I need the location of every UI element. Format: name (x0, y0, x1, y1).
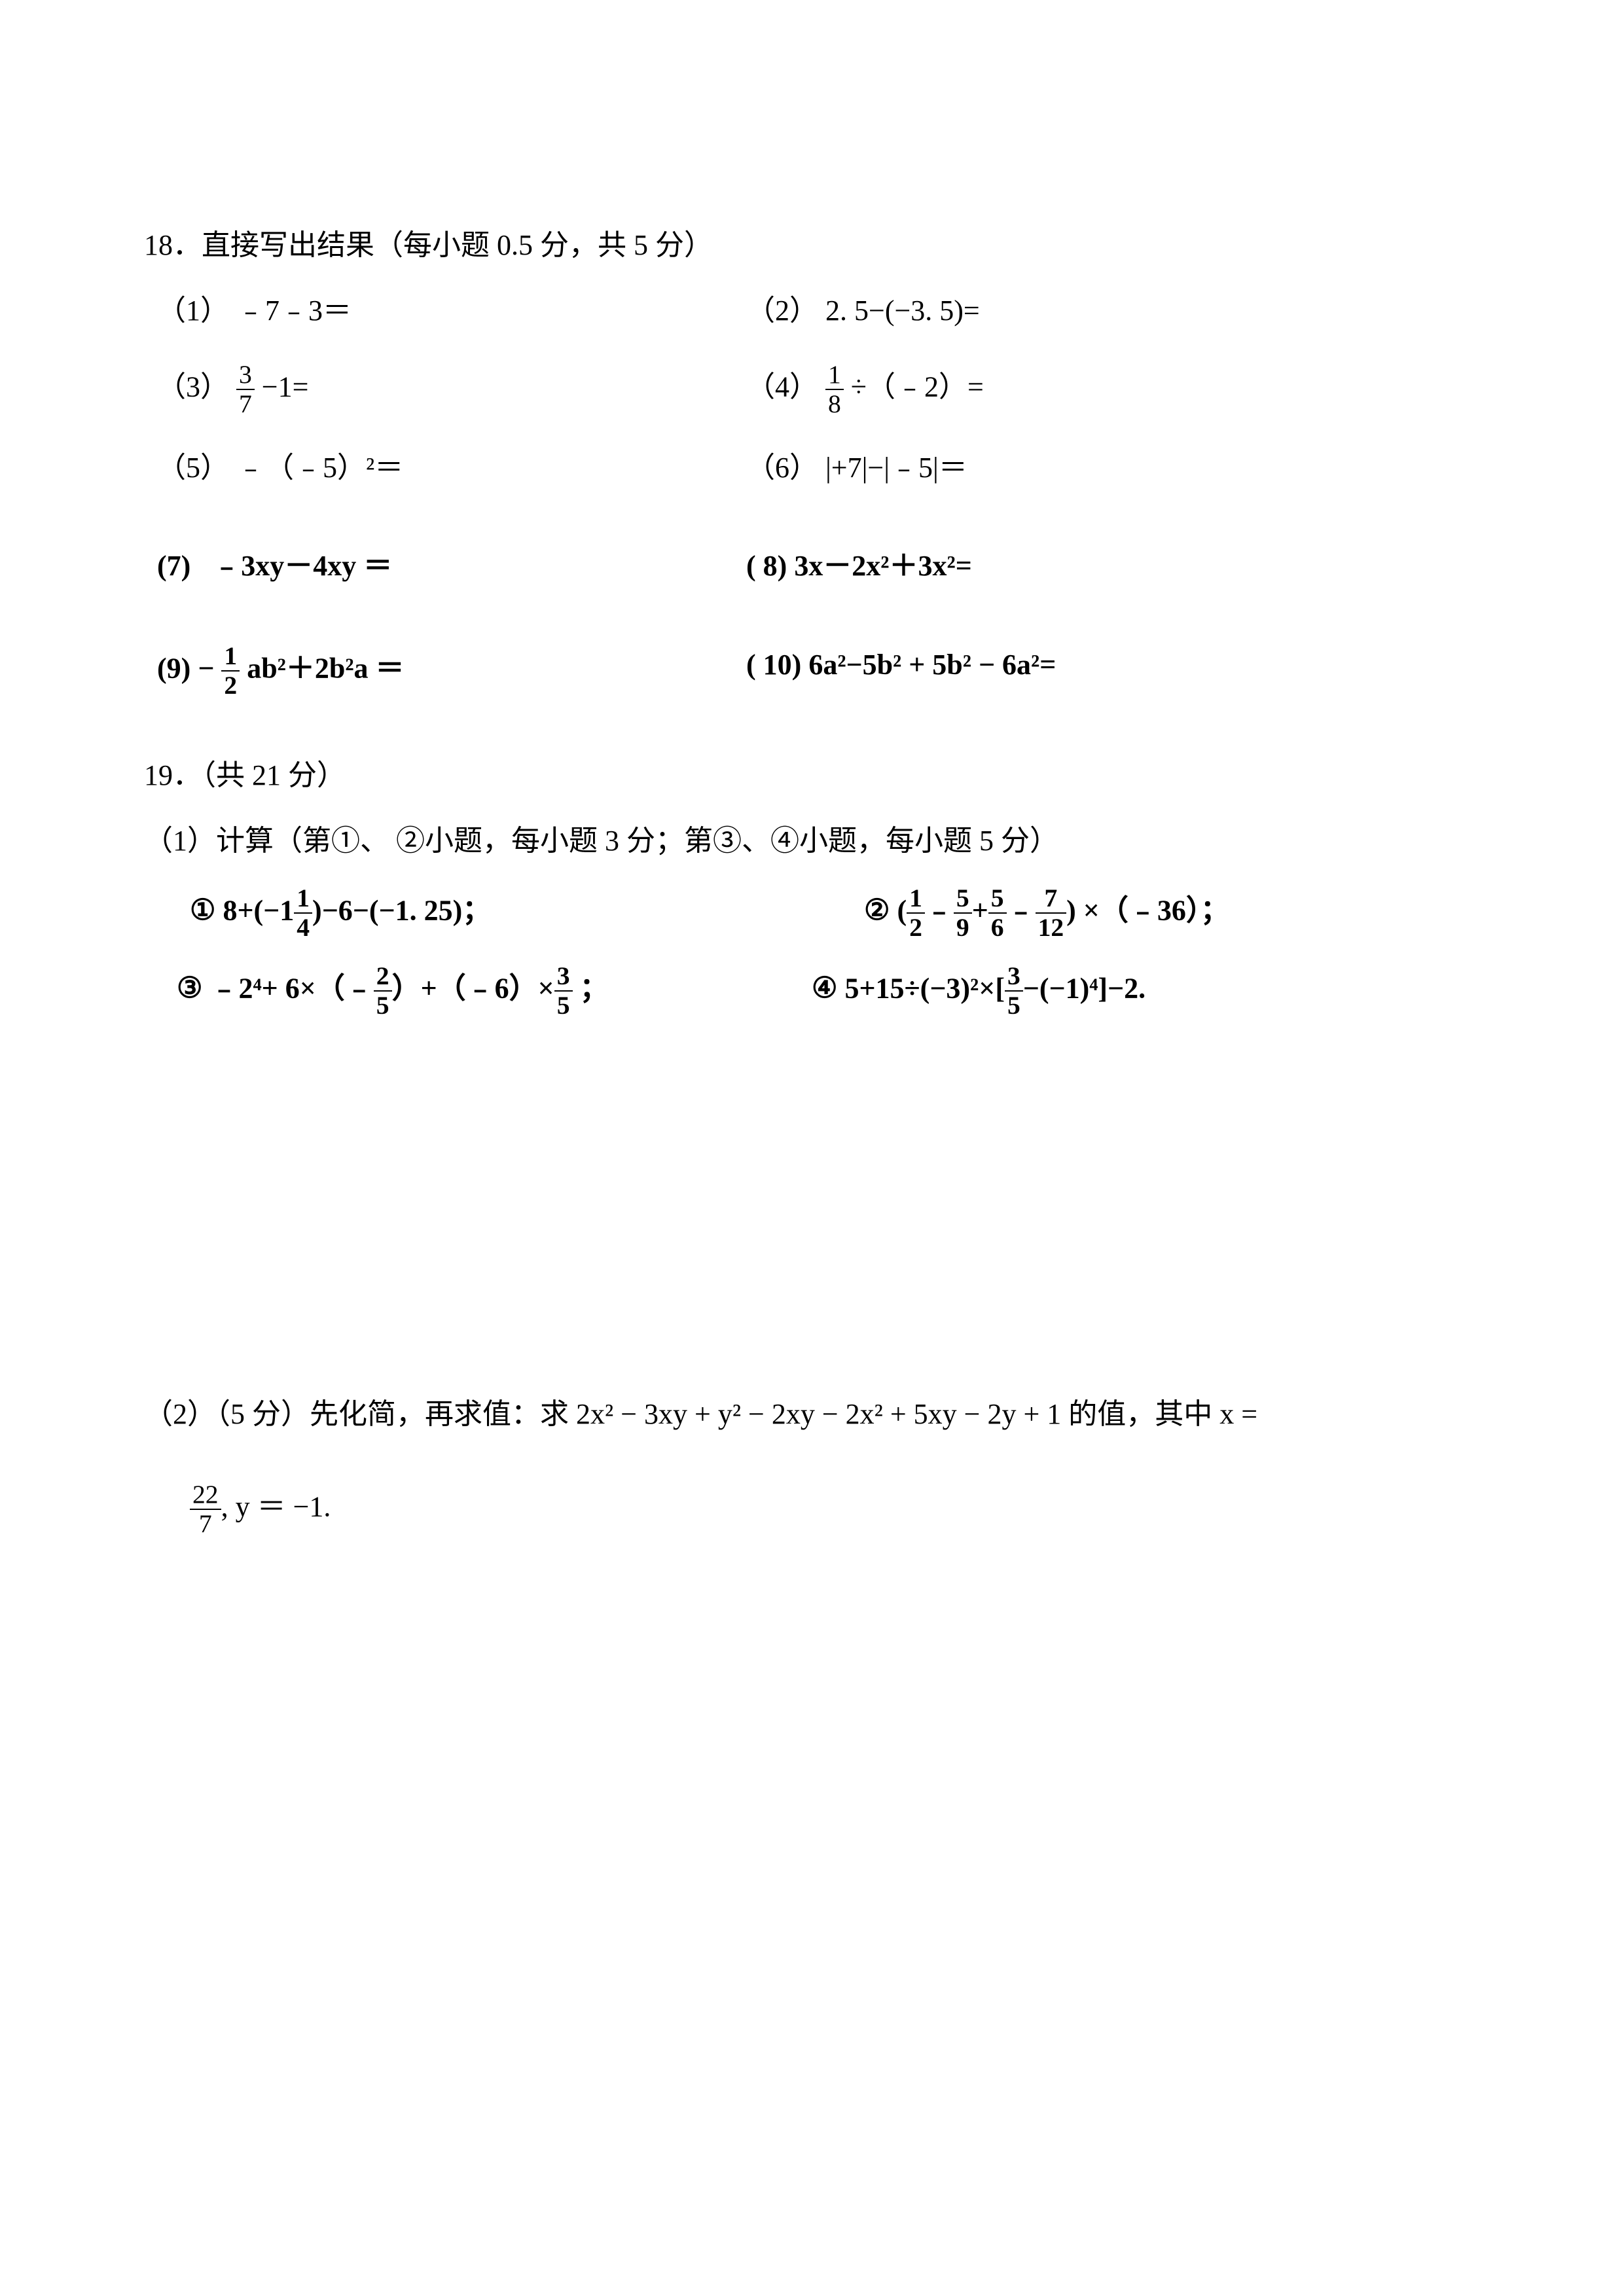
expr-pre: ﹣2⁴+ 6×（﹣ (209, 972, 373, 1004)
numerator: 7 (1036, 884, 1067, 914)
q18-header: 18．直接写出结果（每小题 0.5 分，共 5 分） (144, 223, 1480, 268)
item-expr-post: −1= (262, 370, 309, 403)
denominator: 2 (907, 914, 925, 942)
item-num: （4） (746, 370, 818, 403)
numerator: 3 (554, 962, 573, 992)
fraction: 5 6 (988, 884, 1007, 942)
item-expr: ﹣3xy－4xy ＝ (212, 550, 392, 582)
expr-mid: ）+（﹣6）× (392, 972, 554, 1004)
q18-item-2: （2） 2. 5−(−3. 5)= (746, 288, 1480, 334)
q18-item-5: （5） ﹣（﹣5）²＝ (144, 445, 746, 491)
item-expr: |+7|−|﹣5|＝ (825, 452, 967, 484)
fraction: 1 4 (294, 884, 312, 942)
denominator: 7 (236, 390, 255, 419)
numerator: 1 (825, 361, 844, 391)
denominator: 6 (988, 914, 1007, 942)
item-num: (7) (157, 550, 190, 582)
expr-post: −(−1)⁴]−2. (1023, 972, 1146, 1004)
item-num: ( 8) (746, 550, 787, 582)
q18-item-8: ( 8) 3x－2x²＋3x²= (746, 543, 1480, 589)
expr-post: ； (573, 972, 609, 1004)
q19-item-4: ④ 5+15÷(−3)²×[ 3 5 −(−1)⁴]−2. (812, 962, 1480, 1020)
item-num: （1） (157, 295, 229, 327)
fraction: 5 9 (954, 884, 972, 942)
expr-post: ) ×（﹣36）； (1066, 894, 1229, 926)
denominator: 4 (294, 914, 312, 942)
q18-item-10: ( 10) 6a²−5b² + 5b² − 6a²= (746, 642, 1480, 700)
item-expr-post: ab²＋2b²a ＝ (247, 652, 404, 684)
item-expr: 2. 5−(−3. 5)= (825, 295, 980, 327)
fraction: 1 8 (825, 361, 844, 419)
fraction: 2 5 (374, 962, 392, 1020)
numerator: 1 (294, 884, 312, 914)
expr-pre: 8+(−1 (223, 894, 294, 926)
item-expr: 6a²−5b² + 5b² − 6a²= (808, 649, 1056, 681)
numerator: 1 (221, 642, 240, 672)
q18-item-9: (9) − 1 2 ab²＋2b²a ＝ (144, 642, 746, 700)
q18-item-4: （4） 1 8 ÷（﹣2）= (746, 361, 1480, 419)
numerator: 2 (374, 962, 392, 992)
q19-item-2: ② ( 1 2 ﹣ 5 9 + 5 6 ﹣ 7 12 ) ×（﹣36）； (864, 884, 1480, 942)
item-expr-pre: − (198, 652, 214, 684)
item-expr-post: ÷（﹣2）= (851, 370, 984, 403)
item-num: （6） (746, 452, 818, 484)
numerator: 1 (907, 884, 925, 914)
q19-item-3: ③ ﹣2⁴+ 6×（﹣ 2 5 ）+（﹣6）× 3 5 ； (144, 962, 812, 1020)
q18-item-1: （1） ﹣7﹣3＝ (144, 288, 746, 334)
expr-pre: ( (897, 894, 907, 926)
q18-item-3: （3） 3 7 −1= (144, 361, 746, 419)
circled-num: ③ (177, 965, 202, 1011)
item-num: ( 10) (746, 649, 801, 681)
denominator: 5 (1005, 992, 1023, 1020)
numerator: 3 (236, 361, 255, 391)
q18-item-7: (7) ﹣3xy－4xy ＝ (144, 543, 746, 589)
circled-num: ① (190, 888, 215, 933)
q19-given: 22 7 , y ＝ −1. (144, 1480, 1480, 1539)
item-expr: 3x－2x²＋3x²= (794, 550, 971, 582)
q19-item-1: ① 8+(−1 1 4 )−6−(−1. 25)； (144, 884, 864, 942)
denominator: 9 (954, 914, 972, 942)
op: ﹣ (925, 894, 954, 926)
q18-items: （1） ﹣7﹣3＝ （2） 2. 5−(−3. 5)= （3） 3 7 −1= … (144, 288, 1480, 700)
expr-pre: 5+15÷(−3)²×[ (844, 972, 1005, 1004)
fraction: 3 5 (1005, 962, 1023, 1020)
q19-part2-header: （2）（5 分）先化简，再求值：求 2x² − 3xy + y² − 2xy −… (144, 1374, 1480, 1454)
denominator: 8 (825, 390, 844, 419)
item-expr: ﹣7﹣3＝ (236, 295, 352, 327)
q18-item-6: （6） |+7|−|﹣5|＝ (746, 445, 1480, 491)
circled-num: ② (864, 888, 890, 933)
item-expr: ﹣（﹣5）²＝ (236, 452, 403, 484)
fraction: 22 7 (190, 1480, 221, 1539)
item-num: （5） (157, 452, 229, 484)
item-num: (9) (157, 652, 190, 684)
item-num: （2） (746, 295, 818, 327)
q19-header: 19．（共 21 分） (144, 753, 1480, 798)
denominator: 7 (190, 1510, 221, 1539)
numerator: 22 (190, 1480, 221, 1511)
denominator: 5 (374, 992, 392, 1020)
q19-part1-header: （1）计算（第①、 ②小题，每小题 3 分；第③、④小题，每小题 5 分） (144, 818, 1480, 864)
op: + (972, 894, 988, 926)
denominator: 5 (554, 992, 573, 1020)
fraction: 3 7 (236, 361, 255, 419)
fraction: 1 2 (907, 884, 925, 942)
op: ﹣ (1007, 894, 1036, 926)
circled-num: ④ (812, 965, 837, 1011)
numerator: 5 (988, 884, 1007, 914)
item-num: （3） (157, 370, 229, 403)
fraction: 7 12 (1036, 884, 1067, 942)
numerator: 5 (954, 884, 972, 914)
fraction: 1 2 (221, 642, 240, 700)
denominator: 12 (1036, 914, 1067, 942)
expr-post: )−6−(−1. 25)； (312, 894, 491, 926)
given-post: , y ＝ −1. (221, 1491, 331, 1523)
denominator: 2 (221, 672, 240, 700)
numerator: 3 (1005, 962, 1023, 992)
fraction: 3 5 (554, 962, 573, 1020)
